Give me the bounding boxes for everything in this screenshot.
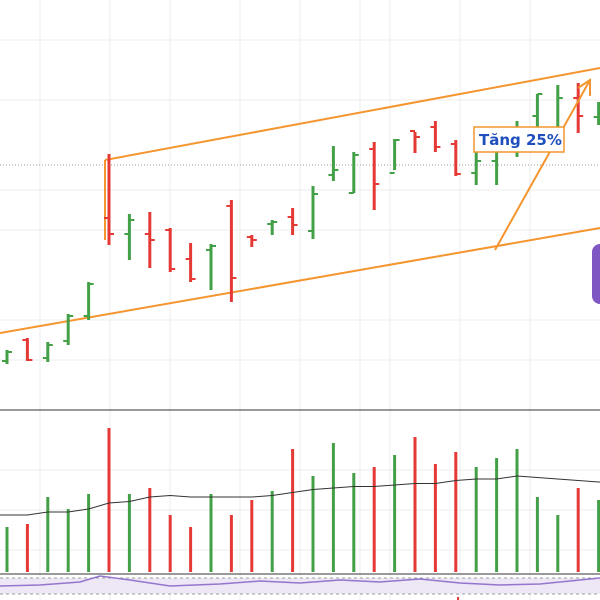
price-bar — [124, 214, 135, 260]
arrow-head-icon — [577, 78, 591, 96]
price-bar — [246, 235, 257, 247]
price-bar — [63, 314, 74, 345]
price-bar — [593, 102, 600, 125]
annotations: Tăng 25% — [473, 78, 600, 304]
price-bar — [267, 220, 278, 235]
price-channel — [0, 67, 600, 334]
indicator-line — [0, 575, 600, 587]
price-bar — [369, 142, 380, 210]
volume-ma-line — [0, 475, 600, 516]
price-bar — [83, 282, 94, 320]
channel-upper-line — [104, 67, 600, 161]
volume-bars — [5, 428, 600, 572]
price-bar — [430, 121, 441, 152]
price-bar — [165, 228, 176, 272]
price-bar — [2, 350, 12, 364]
price-bar — [104, 154, 114, 245]
price-bar — [450, 140, 461, 176]
price-bar — [185, 243, 196, 282]
price-bar — [471, 152, 482, 185]
price-bar — [287, 208, 298, 235]
price-bar — [328, 146, 339, 181]
price-bar — [308, 186, 318, 239]
price-bar — [410, 130, 420, 153]
indicator-pane — [0, 573, 600, 600]
price-bar — [226, 200, 237, 302]
indicator-band — [0, 578, 600, 594]
price-bar — [348, 152, 359, 194]
annotation-label: Tăng 25% — [479, 131, 562, 149]
price-bar — [22, 338, 33, 361]
rise-arrow-line — [494, 79, 591, 251]
price-bar — [573, 83, 584, 133]
price-bar — [42, 342, 53, 362]
price-bar — [389, 139, 400, 174]
price-bar — [206, 244, 216, 290]
price-bar — [144, 212, 155, 268]
annotation-box — [473, 126, 565, 153]
purple-badge — [592, 244, 600, 304]
channel-lower-line — [0, 227, 600, 334]
